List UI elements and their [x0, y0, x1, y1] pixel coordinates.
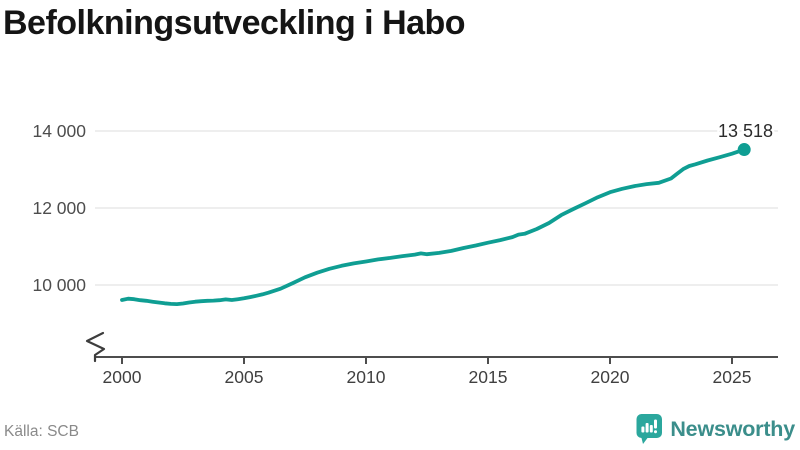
page-title: Befolkningsutveckling i Habo [3, 4, 466, 42]
x-tick-label: 2020 [591, 367, 630, 387]
y-axis-break-icon [85, 331, 106, 363]
x-tick-label: 2010 [347, 367, 386, 387]
x-tick-label: 2005 [225, 367, 264, 387]
x-tick-label: 2025 [713, 367, 752, 387]
latest-value-dot [737, 143, 751, 157]
x-tick-label: 2000 [103, 367, 142, 387]
y-tick-label: 10 000 [32, 275, 86, 295]
newsworthy-wordmark: Newsworthy [670, 416, 795, 441]
newsworthy-logo: Newsworthy [635, 413, 795, 445]
latest-value-label: 13 518 [718, 121, 773, 141]
population-series-line [120, 147, 747, 307]
newsworthy-bubble-chart-icon [636, 414, 663, 444]
source-note: Källa: SCB [4, 423, 79, 440]
y-tick-label: 12 000 [32, 198, 86, 218]
y-tick-label: 14 000 [32, 121, 86, 141]
x-tick-label: 2015 [469, 367, 508, 387]
